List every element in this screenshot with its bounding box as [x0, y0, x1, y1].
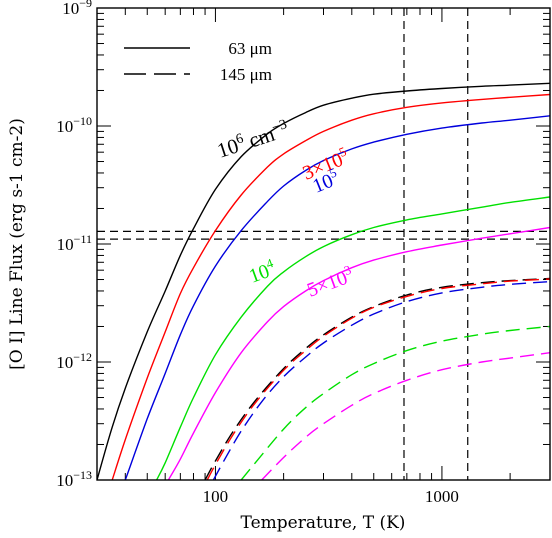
- x-axis-label: Temperature, T (K): [241, 513, 406, 533]
- series-line-1e6-145um: [204, 277, 550, 480]
- y-tick-label: 10−10: [56, 114, 92, 136]
- series-line-5e3-145um: [261, 352, 550, 480]
- series-line-5e3-63um: [167, 226, 550, 480]
- legend: 63 μm 145 μm: [124, 39, 272, 84]
- legend-label: 145 μm: [220, 65, 272, 84]
- x-tick-label: 100: [203, 487, 229, 506]
- y-axis-label: [O I] Line Flux (erg s-1 cm-2): [7, 118, 27, 370]
- tick-labels: 100 1000 10−13 10−12 10−11 10−10 10−9: [56, 0, 459, 506]
- y-tick-label: 10−9: [62, 0, 92, 18]
- series-line-1e5-145um: [212, 280, 550, 480]
- series-line-3e5-63um: [111, 93, 550, 480]
- series-line-1e6-63um: [97, 82, 550, 480]
- series-line-1e5-63um: [124, 115, 550, 480]
- legend-label: 63 μm: [228, 39, 272, 58]
- series-line-1e4-145um: [240, 325, 550, 480]
- series-line-1e4-63um: [155, 196, 550, 480]
- series-label: 104: [245, 255, 279, 288]
- axis-ticks: [96, 8, 551, 481]
- y-tick-label: 10−13: [56, 468, 92, 490]
- flux-curves: [97, 82, 550, 480]
- series-label: 5×103: [303, 262, 356, 302]
- y-tick-label: 10−11: [57, 232, 92, 254]
- plot-frame: [96, 7, 551, 481]
- x-tick-label: 1000: [425, 487, 459, 506]
- series-line-3e5-145um: [206, 278, 550, 480]
- y-tick-label: 10−12: [56, 350, 92, 372]
- reference-lines: [97, 8, 550, 480]
